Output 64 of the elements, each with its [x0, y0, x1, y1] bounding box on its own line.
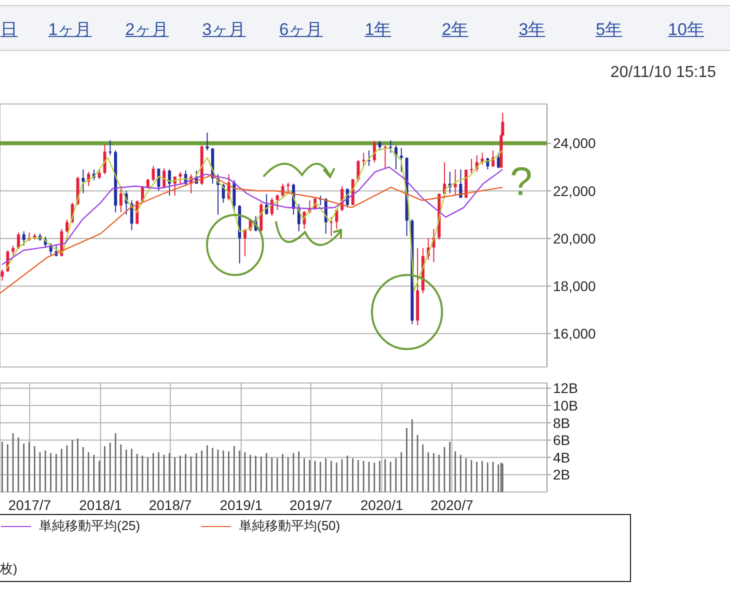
legend-label: 単純移動平均(25) — [39, 517, 140, 535]
candlestick — [389, 140, 392, 154]
candlestick — [98, 168, 101, 180]
candlestick — [281, 183, 284, 199]
candlestick — [16, 232, 20, 250]
y-tick-label: 20,000 — [553, 230, 596, 246]
annotation: ? — [510, 160, 532, 205]
text: 5年 — [594, 19, 624, 41]
text: 日 — [0, 20, 18, 39]
x-tick-label: 2020/1 — [360, 496, 404, 513]
candlestick — [146, 178, 150, 189]
candlestick — [12, 245, 15, 256]
candlestick — [232, 180, 236, 213]
candlestick — [22, 230, 26, 246]
candlestick — [206, 132, 209, 151]
candlestick — [0, 268, 4, 282]
text: 3年 — [518, 19, 546, 41]
y-tick-label: 12B — [553, 380, 578, 396]
candlestick — [470, 158, 473, 175]
candlestick — [400, 148, 403, 172]
line-series — [6, 147, 504, 292]
y-tick-label: 22,000 — [553, 182, 596, 199]
x-tick-label: 2018/7 — [148, 496, 192, 513]
text: 2ヶ月 — [124, 19, 170, 41]
candlestick — [82, 168, 85, 194]
text: 2年 — [440, 19, 470, 41]
text: 枚) — [0, 560, 18, 578]
text: 3ヶ月 — [201, 19, 247, 41]
candlestick — [276, 194, 279, 210]
candlestick — [178, 171, 182, 184]
x-tick-label: 2017/7 — [8, 496, 52, 513]
candlestick — [330, 216, 333, 237]
x-tick-label: 2019/7 — [289, 496, 332, 513]
candlestick — [66, 218, 69, 234]
y-tick-label: 2B — [553, 466, 570, 483]
y-tick-label: 4B — [553, 449, 570, 466]
line-series — [0, 174, 504, 294]
candlestick — [119, 186, 122, 213]
text: 10年 — [667, 19, 705, 41]
text: 1年 — [364, 19, 392, 41]
y-tick-label: 6B — [553, 432, 570, 448]
candlestick — [378, 140, 382, 151]
y-tick-label: 24,000 — [553, 135, 596, 152]
x-tick-label: 2018/1 — [79, 496, 122, 513]
y-tick-label: 16,000 — [553, 326, 596, 342]
y-tick-label: 8B — [553, 414, 570, 431]
candlestick — [454, 168, 457, 196]
candlestick — [384, 145, 387, 169]
candlestick — [162, 168, 166, 189]
candlestick — [152, 165, 155, 182]
candlestick — [335, 208, 338, 230]
candlestick — [459, 168, 462, 199]
text: 1ヶ月 — [47, 19, 93, 41]
line-series — [1, 166, 504, 266]
candlestick — [103, 144, 106, 175]
candlestick — [286, 182, 290, 194]
text: 20/11/10 15:15 — [610, 64, 716, 82]
y-tick-label: 18,000 — [553, 278, 596, 294]
y-tick-label: 10B — [553, 397, 578, 414]
x-tick-label: 2020/7 — [430, 496, 474, 513]
text: 6ヶ月 — [278, 19, 324, 41]
candlestick — [108, 140, 112, 156]
x-tick-label: 2019/1 — [220, 496, 263, 513]
legend-label: 単純移動平均(50) — [239, 517, 340, 535]
